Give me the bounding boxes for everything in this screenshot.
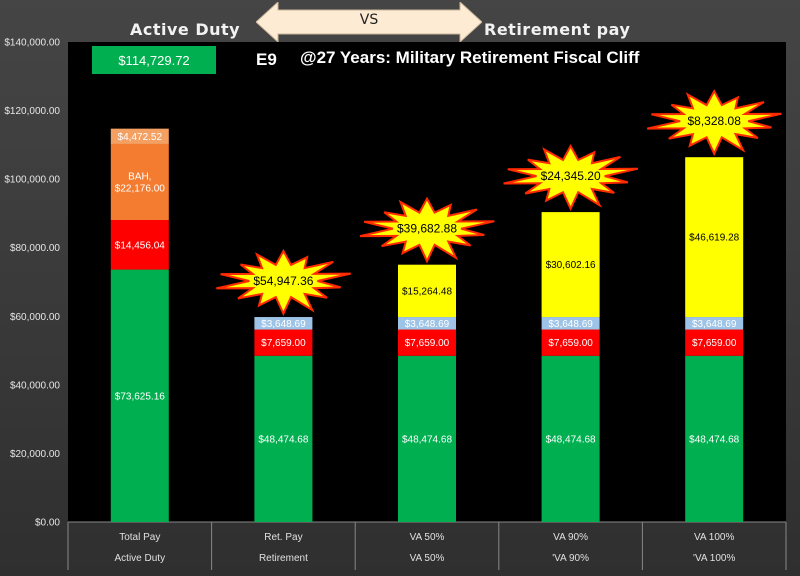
segment-data-label: $30,602.16 <box>546 260 596 271</box>
segment-data-label: $48,474.68 <box>689 434 739 445</box>
segment-data-label: $7,659.00 <box>261 338 306 349</box>
rank-label: E9 <box>256 50 277 69</box>
category-label: Ret. Pay <box>264 532 302 543</box>
bar-segment <box>254 329 313 356</box>
category-label: VA 90% <box>553 532 588 543</box>
y-tick-label: $100,000.00 <box>4 175 60 186</box>
bar-segment <box>685 317 744 330</box>
segment-data-label: $7,659.00 <box>405 338 450 349</box>
segment-data-label: $14,456.04 <box>115 240 165 251</box>
bar-segment <box>110 128 169 144</box>
starburst-callout <box>646 89 782 157</box>
bar-segment <box>541 329 600 356</box>
category-label-row2: Active Duty <box>115 553 166 564</box>
y-tick-label: $120,000.00 <box>4 106 60 117</box>
segment-data-label: $3,648.69 <box>692 319 737 330</box>
total-pay-box: $114,729.72 <box>92 46 216 74</box>
segment-data-label: $7,659.00 <box>548 338 593 349</box>
callout-label: $24,345.20 <box>541 169 601 183</box>
bar-segment <box>541 317 600 330</box>
segment-data-label: $73,625.16 <box>115 391 165 402</box>
segment-data-label: $3,648.69 <box>261 319 306 330</box>
double-arrow-icon <box>256 2 482 42</box>
segment-data-label: $4,472.52 <box>118 132 163 143</box>
bar-segment <box>110 220 169 270</box>
retirement-pay-heading: Retirement pay <box>484 20 631 39</box>
y-tick-label: $20,000.00 <box>10 449 60 460</box>
bar-segment <box>541 355 600 522</box>
starburst-callout <box>503 144 639 212</box>
category-label-row2: Retirement <box>259 553 308 564</box>
y-tick-label: $0.00 <box>35 518 60 529</box>
bar-segment <box>541 212 600 318</box>
callout-label: $8,328.08 <box>688 114 742 128</box>
callout-label: $54,947.36 <box>253 274 313 288</box>
category-label: VA 100% <box>694 532 735 543</box>
bar-segment <box>398 355 456 522</box>
bar-segment <box>685 157 744 318</box>
y-tick-label: $40,000.00 <box>10 380 60 391</box>
callout-label: $39,682.88 <box>397 222 457 236</box>
y-tick-label: $80,000.00 <box>10 243 60 254</box>
segment-data-label: $48,474.68 <box>402 434 452 445</box>
category-label: VA 50% <box>410 532 445 543</box>
segment-data-label: $46,619.28 <box>689 233 739 244</box>
bar-segment <box>110 143 169 221</box>
bar-segment <box>685 355 744 522</box>
segment-data-label: $48,474.68 <box>546 434 596 445</box>
category-label-row2: 'VA 100% <box>693 553 735 564</box>
starburst-callout <box>359 196 495 264</box>
bar-segment <box>254 317 313 330</box>
bar-segment <box>254 355 313 522</box>
bar-segment <box>398 264 456 318</box>
starburst-callout <box>216 248 351 316</box>
segment-data-label: $48,474.68 <box>258 434 308 445</box>
segment-data-label: $3,648.69 <box>405 319 450 330</box>
bar-segment <box>685 329 744 356</box>
category-label-row2: VA 50% <box>410 553 445 564</box>
segment-data-label: $15,264.48 <box>402 286 452 297</box>
vs-label: VS <box>359 12 379 28</box>
segment-data-label: $7,659.00 <box>692 338 737 349</box>
chart-title: @27 Years: Military Retirement Fiscal Cl… <box>300 48 640 67</box>
bar-segment <box>398 329 456 356</box>
active-duty-heading: Active Duty <box>130 20 241 39</box>
segment-data-label: $3,648.69 <box>548 319 593 330</box>
category-label: Total Pay <box>119 532 160 543</box>
bar-segment <box>110 269 169 522</box>
y-tick-label: $140,000.00 <box>4 38 60 49</box>
segment-data-label: BAH, $22,176.00 <box>115 171 165 194</box>
y-tick-label: $60,000.00 <box>10 312 60 323</box>
bar-segment <box>398 317 456 330</box>
category-label-row2: 'VA 90% <box>552 553 589 564</box>
